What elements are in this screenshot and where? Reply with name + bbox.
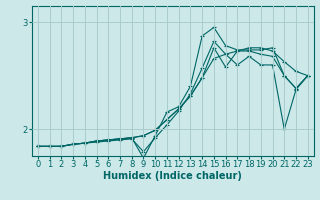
X-axis label: Humidex (Indice chaleur): Humidex (Indice chaleur) [103, 171, 242, 181]
